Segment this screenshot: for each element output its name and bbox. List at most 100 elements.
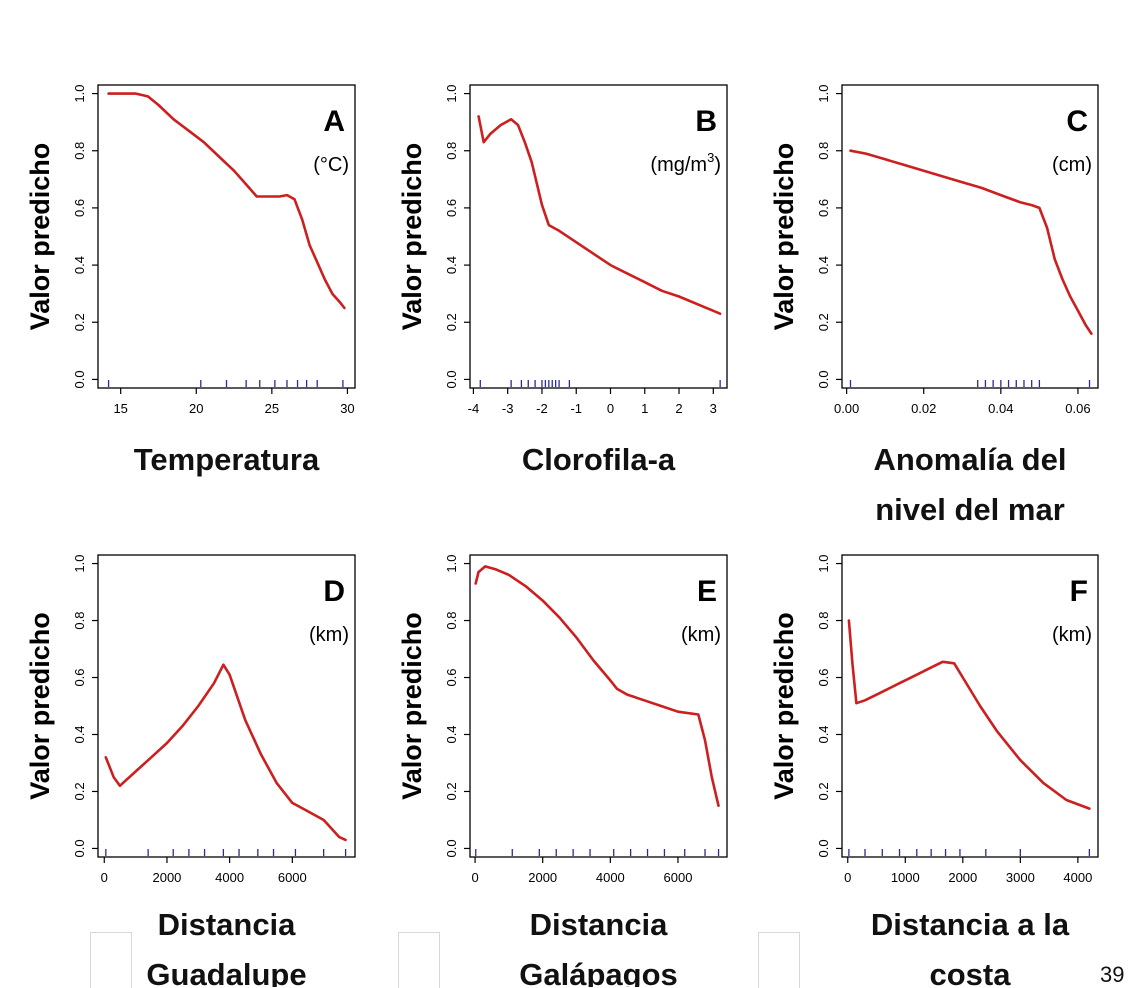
y-tick-label: 0.0 <box>444 839 459 857</box>
y-tick-label: 0.0 <box>816 839 831 857</box>
y-tick-label: 0.4 <box>72 725 87 743</box>
y-tick-label: 0.8 <box>816 142 831 160</box>
panel-letter: A <box>323 105 345 138</box>
y-tick-label: 0.8 <box>816 611 831 629</box>
y-axis-label: Valor predicho <box>397 612 427 800</box>
y-tick-label: 1.0 <box>816 555 831 573</box>
y-tick-label: 1.0 <box>72 555 87 573</box>
x-axis-label: Distancia <box>158 907 297 942</box>
x-tick-label: 1000 <box>891 870 920 885</box>
panel-letter: B <box>695 105 717 138</box>
plot-frame <box>469 84 728 389</box>
series-line <box>107 92 346 310</box>
x-tick-label: -2 <box>536 401 548 416</box>
x-tick-label: 0 <box>607 401 614 416</box>
x-axis-label: nivel del mar <box>875 492 1065 527</box>
panel-unit: (cm) <box>1052 154 1092 176</box>
x-tick-label: 0.00 <box>834 401 859 416</box>
series-line <box>847 619 1091 810</box>
plot-frame <box>469 554 728 858</box>
y-tick-label: 0.0 <box>72 839 87 857</box>
inset-box <box>90 932 132 988</box>
y-axis-label: Valor predicho <box>769 612 799 800</box>
y-tick-label: 0.2 <box>72 782 87 800</box>
series-line <box>477 115 722 316</box>
x-tick-label: 6000 <box>664 870 693 885</box>
x-tick-label: 1 <box>641 401 648 416</box>
y-tick-label: 0.8 <box>444 611 459 629</box>
x-axis-label: Temperatura <box>134 442 320 477</box>
panel-c: 0.0 0.2 0.4 0.6 0.8 1.0 0.00 0.02 0.04 0.06 C (cm) V… <box>769 84 1099 527</box>
y-tick-label: 0.4 <box>816 725 831 743</box>
y-tick-label: 1.0 <box>72 85 87 103</box>
series-line <box>474 565 720 808</box>
y-tick-label: 0.6 <box>72 668 87 686</box>
panel-unit: (km) <box>1052 624 1092 646</box>
page-number: 39 <box>1100 962 1125 987</box>
y-axis-label: Valor predicho <box>25 612 55 800</box>
panel-letter: F <box>1070 575 1088 608</box>
x-axis-label: costa <box>930 957 1012 987</box>
panel-d: 0.0 0.2 0.4 0.6 0.8 1.0 0 2000 4000 6000 D (km) Valo… <box>25 554 356 987</box>
y-tick-label: 0.6 <box>444 668 459 686</box>
x-axis-label: Galápagos <box>519 957 678 987</box>
y-tick-label: 0.2 <box>444 782 459 800</box>
x-tick-label: 0.06 <box>1065 401 1090 416</box>
panel-letter: D <box>323 575 345 608</box>
plot-frame <box>841 554 1099 858</box>
x-axis-label: Anomalía del <box>874 442 1067 477</box>
x-tick-label: 0 <box>844 870 851 885</box>
y-tick-label: 0.2 <box>444 313 459 331</box>
y-axis-label: Valor predicho <box>25 143 55 331</box>
x-tick-label: 4000 <box>596 870 625 885</box>
x-tick-label: -3 <box>502 401 514 416</box>
panel-e: 0.0 0.2 0.4 0.6 0.8 1.0 0 2000 4000 6000 E (km) Valo… <box>397 554 728 987</box>
series-line <box>849 149 1093 336</box>
x-tick-label: 6000 <box>278 870 307 885</box>
x-tick-label: -1 <box>570 401 582 416</box>
panel-unit: (km) <box>309 624 349 646</box>
x-tick-label: 4000 <box>1063 870 1092 885</box>
x-tick-label: 15 <box>113 401 127 416</box>
y-tick-label: 0.8 <box>72 611 87 629</box>
inset-box <box>758 932 800 988</box>
plot-frame <box>97 84 356 389</box>
y-tick-label: 1.0 <box>444 85 459 103</box>
y-tick-label: 0.2 <box>72 313 87 331</box>
x-tick-label: 25 <box>265 401 279 416</box>
y-tick-label: 0.4 <box>816 256 831 274</box>
y-tick-label: 0.8 <box>444 142 459 160</box>
panel-unit: (km) <box>681 624 721 646</box>
x-tick-label: 30 <box>340 401 354 416</box>
panel-a: 0.0 0.2 0.4 0.6 0.8 1.0 15 20 25 30 A (°C) Valor pre… <box>25 84 356 477</box>
x-axis-label: Clorofila-a <box>522 442 676 477</box>
panel-letter: C <box>1066 105 1088 138</box>
x-tick-label: 4000 <box>215 870 244 885</box>
y-tick-label: 0.6 <box>72 199 87 217</box>
x-tick-label: 0.04 <box>988 401 1013 416</box>
y-tick-label: 0.0 <box>816 370 831 388</box>
panel-unit: (mg/m3) <box>650 150 721 176</box>
y-tick-label: 0.4 <box>444 256 459 274</box>
plot-frame <box>841 84 1099 389</box>
y-tick-label: 0.6 <box>444 199 459 217</box>
y-tick-label: 0.0 <box>72 370 87 388</box>
inset-box <box>398 932 440 988</box>
panel-unit: (°C) <box>313 154 349 176</box>
x-axis-label: Distancia a la <box>871 907 1070 942</box>
x-tick-label: 2000 <box>152 870 181 885</box>
x-tick-label: -4 <box>468 401 480 416</box>
y-axis-label: Valor predicho <box>769 143 799 331</box>
y-tick-label: 0.2 <box>816 313 831 331</box>
panel-letter: E <box>697 575 717 608</box>
y-tick-label: 0.6 <box>816 668 831 686</box>
y-tick-label: 0.6 <box>816 199 831 217</box>
y-tick-label: 0.0 <box>444 370 459 388</box>
x-tick-label: 20 <box>189 401 203 416</box>
y-tick-label: 0.4 <box>72 256 87 274</box>
panel-f: 0.0 0.2 0.4 0.6 0.8 1.0 0 1000 2000 3000 4000 F (km)… <box>769 554 1099 987</box>
y-tick-label: 0.4 <box>444 725 459 743</box>
x-tick-label: 3 <box>710 401 717 416</box>
x-tick-label: 2000 <box>948 870 977 885</box>
x-axis-label: Distancia <box>530 907 669 942</box>
